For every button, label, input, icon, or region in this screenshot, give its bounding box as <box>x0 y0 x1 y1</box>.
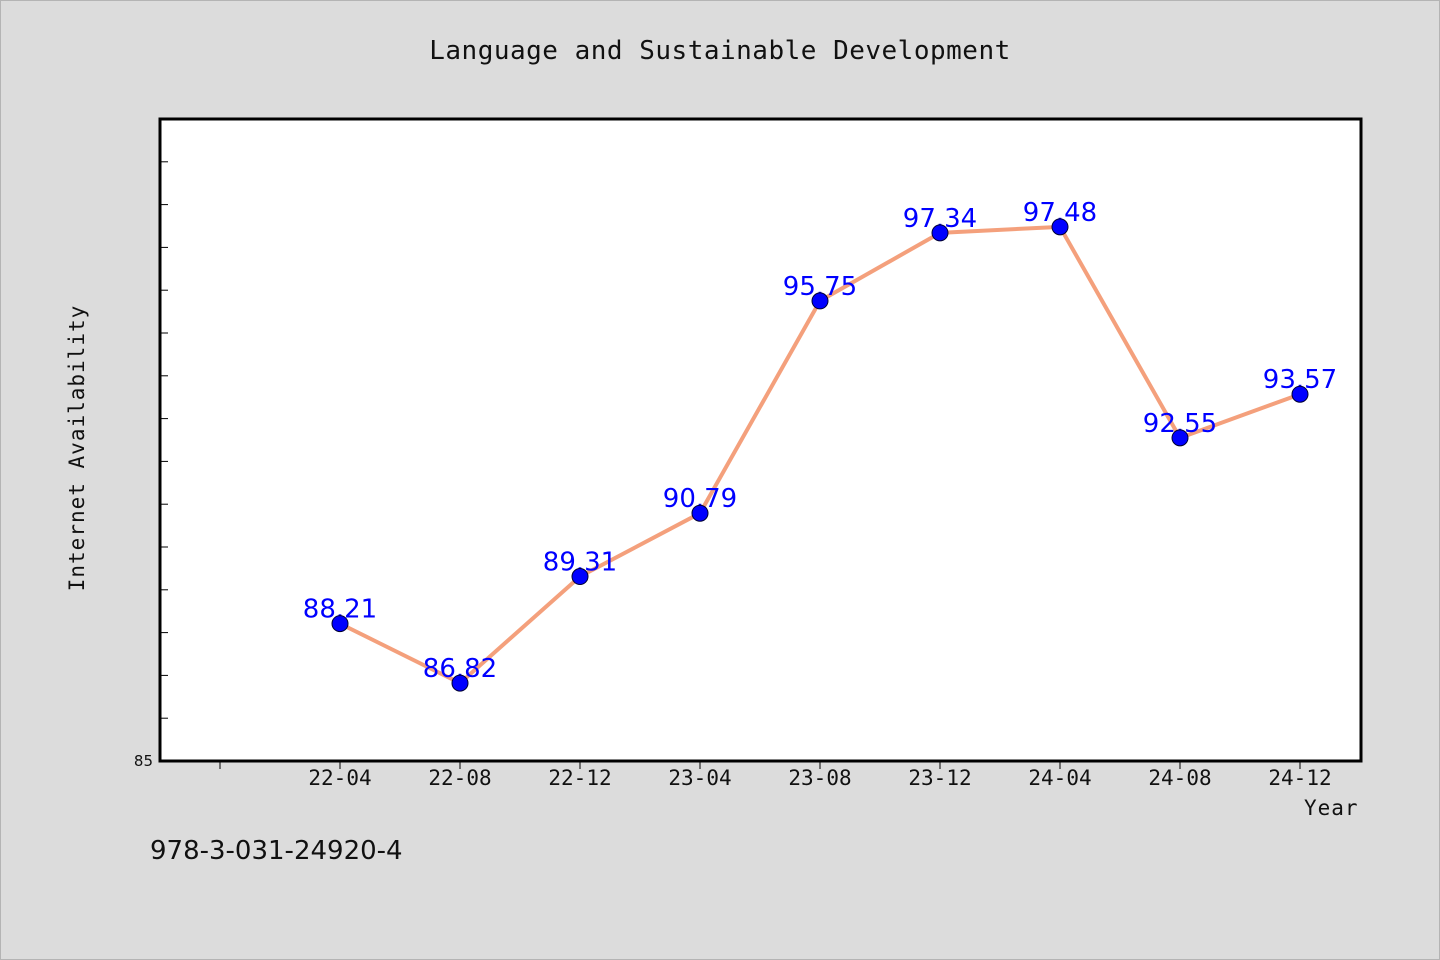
chart-title: Language and Sustainable Development <box>429 36 1011 66</box>
x-tick-label: 24-12 <box>1268 766 1331 790</box>
data-point <box>811 292 829 310</box>
x-tick-label: 24-04 <box>1028 766 1091 790</box>
x-tick-label: 22-04 <box>308 766 371 790</box>
data-point <box>451 674 469 692</box>
data-point <box>1051 218 1069 236</box>
data-point <box>691 504 709 522</box>
y-axis-ticks <box>160 161 168 719</box>
x-tick-label: 23-08 <box>788 766 851 790</box>
plot-area <box>158 117 1363 763</box>
data-point <box>1291 385 1309 403</box>
x-tick-label: 23-12 <box>908 766 971 790</box>
data-point <box>1171 429 1189 447</box>
data-point <box>571 568 589 586</box>
x-tick-label: 22-08 <box>428 766 491 790</box>
y-tick-label: 85 <box>134 752 153 770</box>
x-tick-label: 22-12 <box>548 766 611 790</box>
x-axis-ticks: 22-04 22-08 22-12 23-04 23-08 23-12 24-04 24-08… <box>219 761 1332 790</box>
data-point <box>331 615 349 633</box>
data-point <box>931 224 949 242</box>
x-axis-label: Year <box>1304 796 1359 820</box>
x-tick-label: 23-04 <box>668 766 731 790</box>
isbn-footnote: 978-3-031-24920-4 <box>150 836 403 866</box>
x-tick-label: 24-08 <box>1148 766 1211 790</box>
